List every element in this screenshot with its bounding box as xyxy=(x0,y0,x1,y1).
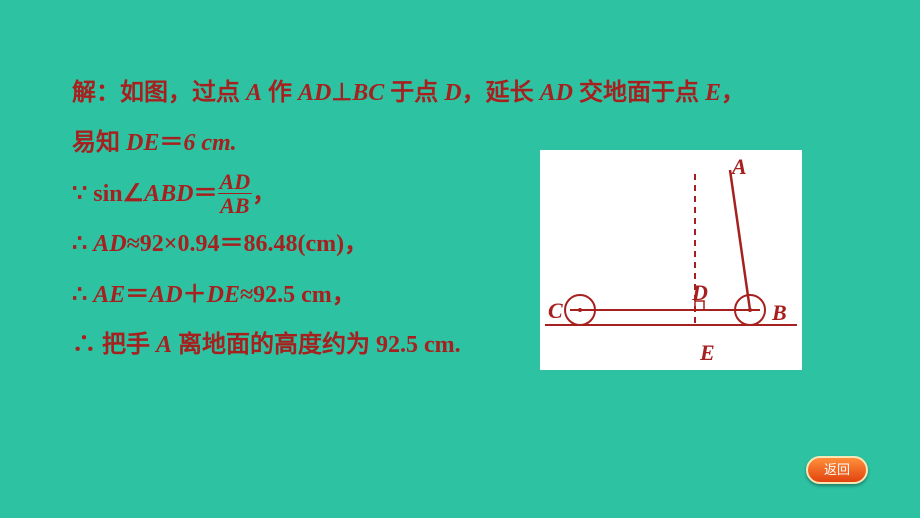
therefore: ∴ xyxy=(72,231,93,257)
svg-text:B: B xyxy=(771,300,787,325)
angle: ∠ xyxy=(123,181,145,207)
perp: ⊥ xyxy=(331,80,352,106)
approx: ≈ xyxy=(127,231,140,257)
var-A: A xyxy=(246,80,262,106)
var-DE: DE xyxy=(126,130,159,156)
text: 解：如图，过点 xyxy=(72,80,246,106)
value: 92.5 cm xyxy=(253,282,332,308)
var-BC: BC xyxy=(352,80,384,106)
text: ， xyxy=(332,282,356,308)
fraction: ADAB xyxy=(218,170,253,217)
text: 易知 xyxy=(72,130,126,156)
text: ， xyxy=(252,181,276,207)
text: 交地面于点 xyxy=(573,80,705,106)
var-D: D xyxy=(444,80,461,106)
text: 于点 xyxy=(384,80,444,106)
var-AD: AD xyxy=(93,231,126,257)
var-ABD: ABD xyxy=(144,181,193,207)
numerator: AD xyxy=(218,170,253,193)
var-AE: AE xyxy=(93,282,125,308)
because: ∵ xyxy=(72,181,93,207)
var-AD: AD xyxy=(540,80,573,106)
sin: sin xyxy=(93,181,122,207)
var-DE: DE xyxy=(207,282,240,308)
eq: ＝ xyxy=(159,130,183,156)
svg-text:E: E xyxy=(699,340,715,365)
text: 离地面的高度约为 xyxy=(172,332,376,358)
plus: ＋ xyxy=(183,282,207,308)
svg-text:D: D xyxy=(691,280,708,305)
result: 86.48(cm) xyxy=(243,231,344,257)
denominator: AB xyxy=(218,193,253,217)
svg-text:C: C xyxy=(548,298,563,323)
therefore: ∴ 把手 xyxy=(72,332,156,358)
expr: 92×0.94 xyxy=(140,231,220,257)
var-E: E xyxy=(705,80,721,106)
text: ， xyxy=(721,80,745,106)
approx: ≈ xyxy=(240,282,253,308)
eq: ＝ xyxy=(125,282,149,308)
therefore: ∴ xyxy=(72,282,93,308)
svg-text:A: A xyxy=(730,154,747,179)
text: 作 xyxy=(262,80,298,106)
back-button[interactable]: 返回 xyxy=(806,456,868,484)
eq: ＝ xyxy=(194,181,218,207)
geometry-figure: A B C D E xyxy=(540,150,802,370)
eq: ＝ xyxy=(219,231,243,257)
var-AD: AD xyxy=(149,282,182,308)
value: 92.5 cm. xyxy=(376,332,461,358)
text: ，延长 xyxy=(462,80,540,106)
text: ， xyxy=(344,231,368,257)
var-A: A xyxy=(156,332,172,358)
var-AD: AD xyxy=(298,80,331,106)
value: 6 cm. xyxy=(183,130,236,156)
